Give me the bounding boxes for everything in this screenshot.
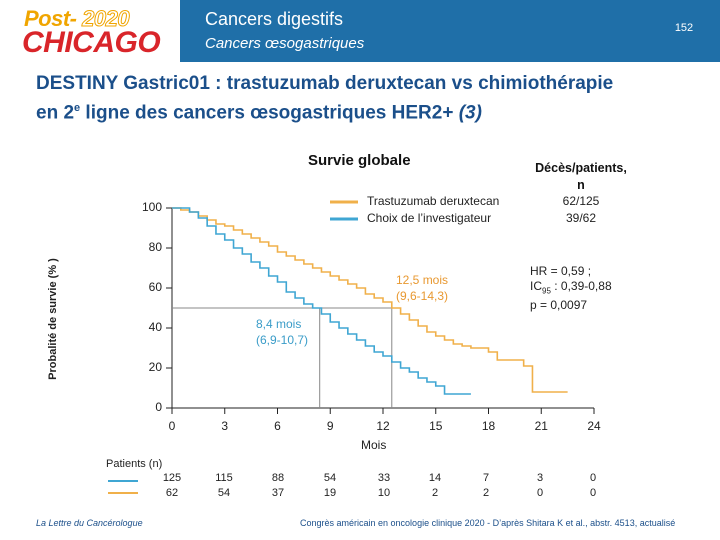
logo-post: Post- [24,6,77,31]
logo-year: 2020 [82,6,130,32]
ic-post: : 0,39-0,88 [550,279,612,293]
hr-value: HR = 0,59 ; [530,264,592,278]
risk-value-investigator: 2 [431,487,439,499]
logo-chicago: CHICAGO [22,26,161,59]
ic-pre: IC [530,279,542,293]
x-tick-label: 21 [534,419,548,433]
y-tick-label: 20 [148,360,162,374]
slide-title: DESTINY Gastric01 : trastuzumab deruxtec… [36,72,706,125]
risk-value-tdx: 115 [215,472,233,484]
x-tick-label: 6 [274,419,281,433]
legend-lines [330,200,358,221]
median-annotation-tdx: 12,5 mois (9,6-14,3) [396,272,448,304]
x-tick-label: 15 [429,419,443,433]
chart-title: Survie globale [308,152,411,169]
risk-table-label: Patients (n) [106,458,163,470]
page-number: 152 [674,22,694,34]
curve-investigator [172,207,471,395]
x-tick-label: 0 [168,419,176,433]
survival-curves [172,207,568,395]
x-axis-label: Mois [361,438,387,452]
y-tick-label: 0 [155,400,162,414]
risk-value-tdx: 0 [589,472,597,484]
risk-value-investigator: 62 [165,487,179,499]
slide-title-ref: (3) [458,102,482,124]
risk-value-investigator: 54 [217,487,231,499]
risk-value-investigator: 19 [323,487,337,499]
header-title: Cancers digestifs [205,9,344,29]
p-value: p = 0,0097 [530,298,588,313]
deaths-header: Décès/patients, n [520,160,642,194]
median-inv-ci: (6,9-10,7) [256,333,309,347]
risk-value-tdx: 125 [162,472,182,484]
risk-value-tdx: 33 [377,472,391,484]
risk-value-investigator: 2 [482,487,490,499]
risk-value-tdx: 7 [482,472,490,484]
y-axis-label: Probalité de survie (% ) [47,258,59,380]
legend-investigator: Choix de l’investigateur [367,211,492,225]
risk-value-investigator: 10 [377,487,391,499]
header-band [180,0,720,62]
curve-tdx [172,207,568,393]
y-tick-label: 60 [148,280,162,294]
y-tick-label: 80 [148,240,162,254]
ic-sub: 95 [542,286,551,296]
header-subtitle: Cancers œsogastriques [205,35,365,52]
risk-value-investigator: 0 [536,487,544,499]
y-tick-label: 40 [148,320,162,334]
risk-value-tdx: 54 [323,472,337,484]
slide-title-sup: e [74,102,81,114]
hazard-ratio-stats: HR = 0,59 ; IC95 : 0,39-0,88 p = 0,0097 [530,264,612,313]
median-tdx-ci: (9,6-14,3) [396,289,449,303]
x-tick-label: 9 [326,419,334,433]
median-annotation-investigator: 8,4 mois (6,9-10,7) [256,316,308,348]
footer-journal: La Lettre du Cancérologue [36,518,143,528]
risk-value-investigator: 37 [271,487,285,499]
x-tick-label: 24 [587,419,601,433]
deaths-header-line2: n [577,178,585,192]
risk-value-tdx: 14 [428,472,442,484]
median-inv-label: 8,4 mois [256,317,302,331]
deaths-tdx: 62/125 [562,194,600,208]
slide-title-line1: DESTINY Gastric01 : trastuzumab deruxtec… [36,73,614,94]
deaths-header-line1: Décès/patients, [535,161,627,175]
legend-tdx: Trastuzumab deruxtecan [367,194,500,208]
x-tick-label: 18 [481,419,496,433]
x-tick-label: 12 [376,419,390,433]
y-tick-label: 100 [141,200,162,214]
risk-value-tdx: 3 [536,472,544,484]
slide-title-line2-pre: en 2 [36,102,75,124]
footer-reference: Congrès américain en oncologie clinique … [300,518,676,528]
median-tdx-label: 12,5 mois [396,273,449,287]
slide-title-line2-post: ligne des cancers œsogastriques HER2+ [80,102,459,124]
deaths-investigator: 39/62 [565,211,597,225]
risk-value-investigator: 0 [589,487,597,499]
risk-value-tdx: 88 [271,472,285,484]
risk-table-lines [108,480,138,494]
x-tick-label: 3 [221,419,229,433]
congress-logo: Post- 2020 CHICAGO [20,6,161,60]
